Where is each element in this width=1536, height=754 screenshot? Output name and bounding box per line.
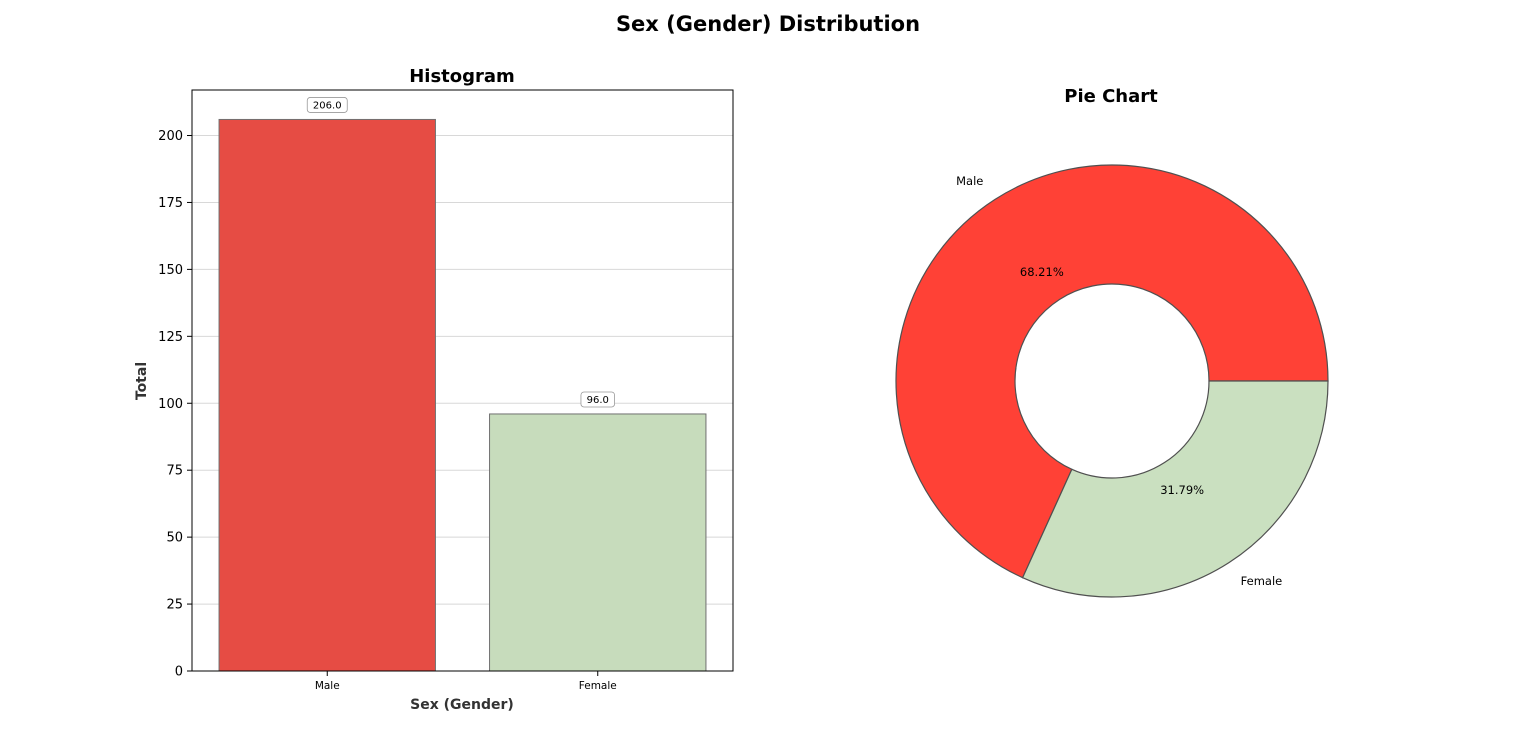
y-tick-label: 25: [166, 598, 183, 613]
pie-label-male: Male: [956, 174, 983, 188]
histogram-y-axis-label: Total: [134, 362, 150, 400]
y-tick-label: 150: [158, 263, 183, 278]
value-label: 96.0: [587, 395, 609, 406]
x-tick-label: Male: [315, 680, 340, 692]
value-label: 206.0: [313, 100, 342, 111]
pie-chart: Pie Chart Male 68.21% Female 31.79%: [895, 86, 1329, 598]
histogram-x-axis-label: Sex (Gender): [410, 697, 514, 713]
pie-slice-male: [895, 164, 1329, 579]
histogram-chart: Histogram 206.0 96.0 0 25 50 75 100 125 150 175 2…: [134, 66, 734, 713]
y-tick-label: 200: [158, 129, 183, 144]
bar-female: [489, 413, 707, 672]
pie-percent-female: 31.79%: [1160, 483, 1204, 497]
value-label-box: [580, 391, 615, 408]
y-tick-label: 175: [158, 196, 183, 211]
y-tick-label: 50: [166, 531, 183, 546]
pie-slices: [895, 164, 1329, 598]
value-label-box: [306, 97, 348, 113]
histogram-plot-frame: [191, 89, 734, 672]
x-tick-label: Female: [579, 680, 617, 692]
pie-labels: Male 68.21% Female 31.79%: [956, 174, 1282, 588]
histogram-title: Histogram: [409, 66, 515, 87]
pie-percent-male: 68.21%: [1020, 265, 1064, 279]
y-tick-label: 75: [166, 464, 183, 479]
y-tick-label: 0: [175, 665, 183, 680]
y-tick-label: 100: [158, 397, 183, 412]
pie-chart-title: Pie Chart: [1064, 86, 1158, 107]
bar-male: [218, 118, 436, 672]
pie-slice-female: [1021, 380, 1329, 598]
pie-label-female: Female: [1241, 574, 1283, 588]
histogram-x-ticks: Male Female: [315, 671, 617, 692]
histogram-y-ticks: 0 25 50 75 100 125 150 175 200: [158, 129, 192, 680]
histogram-bars: 206.0 96.0: [218, 97, 707, 672]
y-tick-label: 125: [158, 330, 183, 345]
figure-title: Sex (Gender) Distribution: [616, 12, 920, 36]
